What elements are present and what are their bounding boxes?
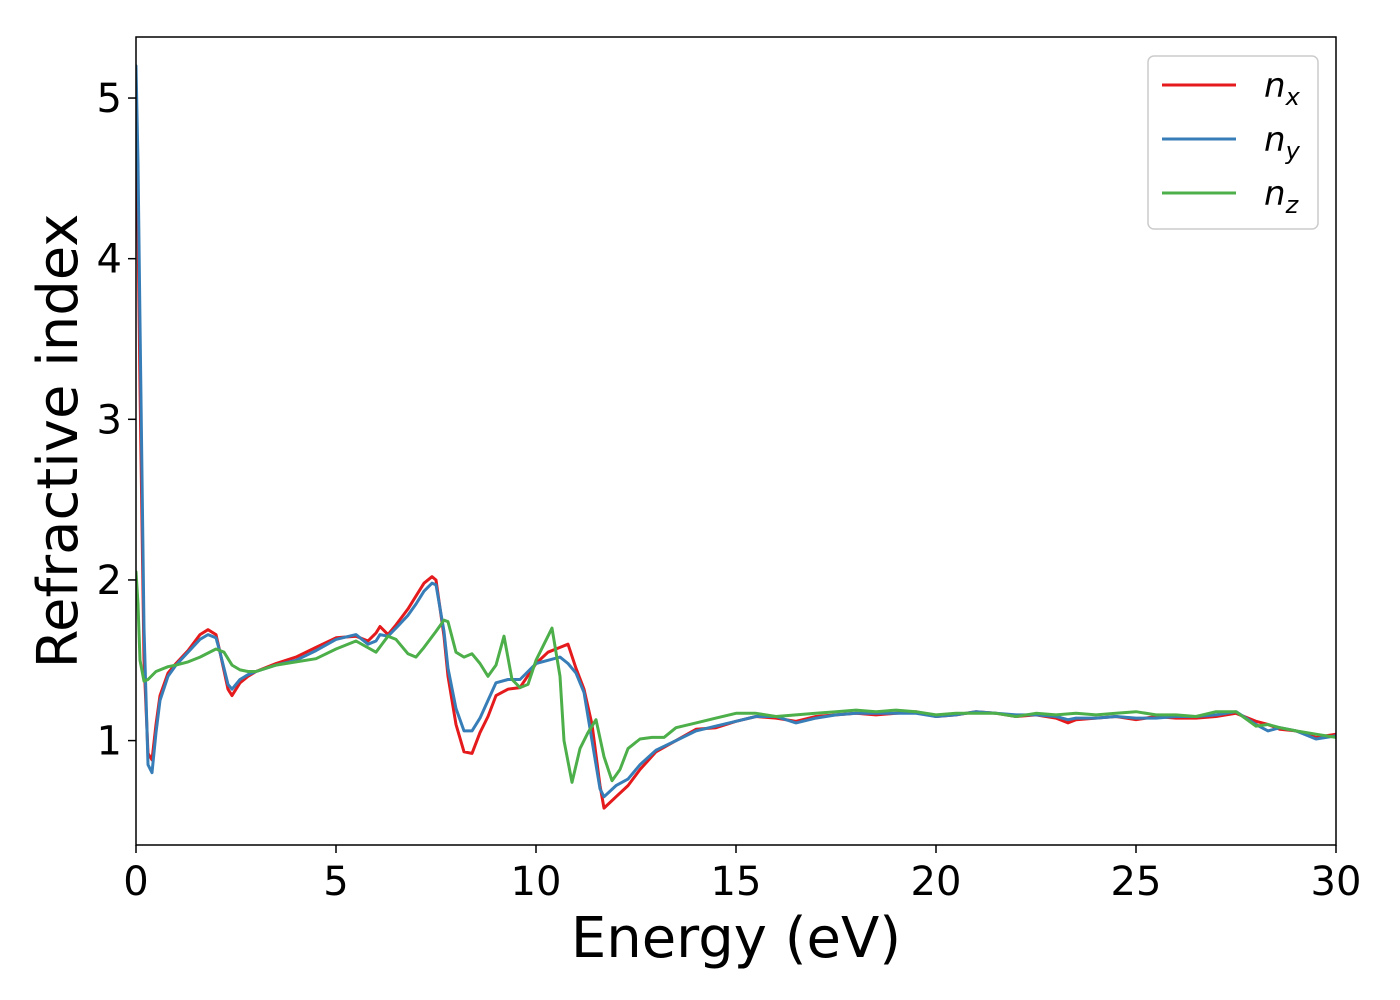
x-tick-label: 30	[1311, 859, 1362, 905]
x-tick-label: 5	[323, 859, 348, 905]
legend-label-ny: ny	[1264, 120, 1301, 165]
x-tick-label: 20	[911, 859, 962, 905]
y-axis: 1 2 3 4 5	[97, 76, 136, 765]
x-tick-label: 0	[123, 859, 148, 905]
series-line-nz	[136, 570, 1336, 784]
y-tick-label: 2	[97, 558, 122, 604]
x-tick-label: 25	[1111, 859, 1162, 905]
series-line-ny	[136, 64, 1336, 799]
legend-label-nx: nx	[1264, 66, 1301, 111]
y-axis-title: Refractive index	[26, 214, 91, 669]
y-tick-label: 4	[97, 237, 122, 283]
legend-box	[1147, 55, 1319, 230]
y-tick-label: 5	[97, 76, 122, 122]
x-axis: 0 5 10 15 20 25 30	[123, 845, 1361, 905]
legend-label-nz: nz	[1264, 174, 1300, 219]
x-axis-title: Energy (eV)	[571, 906, 901, 971]
y-tick-label: 1	[97, 719, 122, 765]
x-tick-label: 10	[511, 859, 562, 905]
y-tick-label: 3	[97, 397, 122, 443]
x-tick-label: 15	[711, 859, 762, 905]
series-line-nx	[136, 80, 1336, 810]
series-layer	[136, 64, 1336, 810]
legend: nx ny nz	[1147, 55, 1319, 230]
